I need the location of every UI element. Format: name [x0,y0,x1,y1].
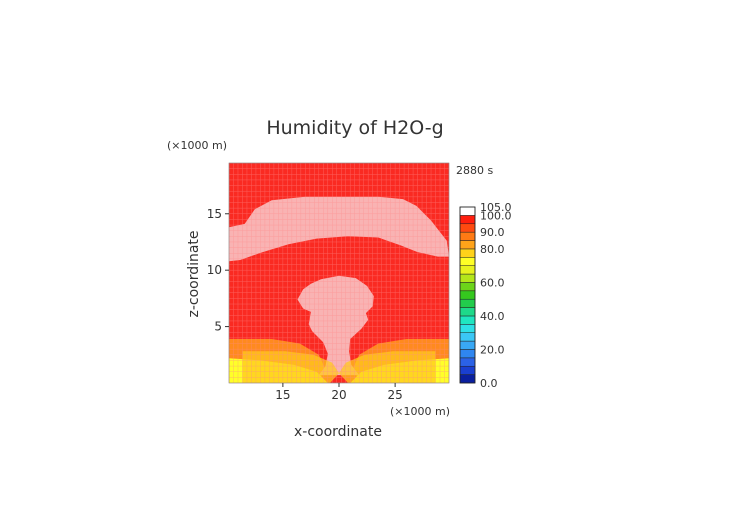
colorbar-label: 40.0 [480,310,505,323]
y-tick-label: 15 [207,207,222,221]
x-tick-label: 20 [331,388,346,402]
colorbar-segment [459,240,476,250]
colorbar-segment [459,374,476,384]
colorbar-segment [459,298,476,308]
colorbar-label: 105.0 [480,201,512,214]
colorbar-segment [459,223,476,233]
x-axis: 15 20 25 [275,383,403,402]
x-axis-title: x-coordinate [294,424,382,440]
y-tick-label: 5 [214,320,222,334]
colorbar-segment [459,206,476,216]
y-unit-label: (×1000 m) [167,139,227,152]
colorbar-label: 20.0 [480,343,505,356]
region-halo-lower-moist-band-right [339,351,436,383]
colorbar-segment [459,231,476,241]
colorbar-segment [459,349,476,359]
region-upper-stratiform-layer [229,196,449,262]
chart-title: Humidity of H2O-g [266,117,443,139]
colorbar-segment [459,365,476,375]
y-tick-label: 10 [207,263,222,277]
colorbar-label: 0.0 [480,377,498,390]
colorbar-label: 90.0 [480,226,505,239]
plot-area [228,162,450,384]
colorbar-segment [459,257,476,266]
colorbar-segment [459,215,476,225]
model-grid [228,162,450,384]
colorbar-segment [459,273,476,283]
colorbar-segment [459,282,476,292]
colorbar-segment [459,315,476,325]
colorbar-segment [459,332,476,342]
time-label: 2880 s [456,164,493,177]
x-tick-label: 15 [275,388,290,402]
colorbar-segment [459,324,476,333]
region-halo-lower-moist-band-left [242,351,339,383]
colorbar-segment [459,340,476,350]
x-unit-label: (×1000 m) [390,405,450,418]
colorbar-segment [459,307,476,317]
y-axis: 5 10 15 [207,207,229,334]
colorbar-label: 100.0 [480,209,512,222]
x-tick-label: 25 [387,388,402,402]
colorbar-frame [459,206,476,384]
colorbar-label: 60.0 [480,276,505,289]
colorbar-label: 80.0 [480,243,505,256]
colorbar-segment [459,357,476,367]
colorbar-segment [459,248,476,258]
y-axis-title: z-coordinate [186,230,202,317]
colorbar-segment [459,265,476,275]
colorbar-segment [459,290,476,300]
